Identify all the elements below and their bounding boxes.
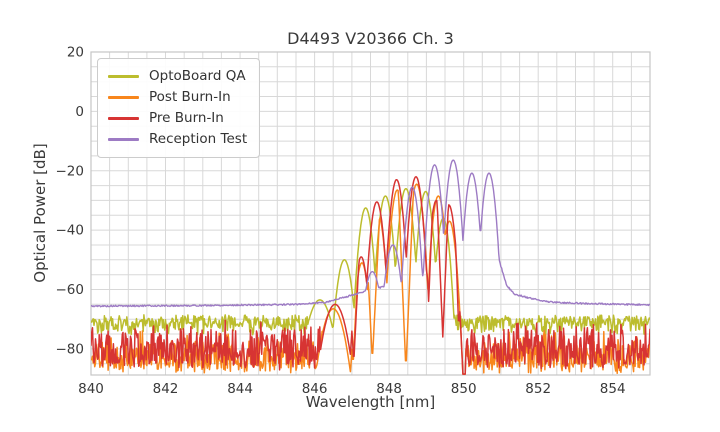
legend-item-optoboard-qa: OptoBoard QA	[108, 66, 247, 87]
legend-label-pre-burn-in: Pre Burn-In	[149, 110, 224, 126]
svg-text:848: 848	[376, 381, 402, 397]
svg-text:844: 844	[227, 381, 253, 397]
legend-line-swatch-optoboard-qa	[108, 75, 139, 78]
legend-label-optoboard-qa: OptoBoard QA	[149, 68, 246, 84]
svg-text:840: 840	[78, 381, 104, 397]
svg-text:−40: −40	[56, 223, 85, 239]
svg-text:20: 20	[67, 45, 84, 61]
svg-text:852: 852	[525, 381, 551, 397]
chart-title: D4493 V20366 Ch. 3	[287, 29, 454, 48]
legend-label-reception-test: Reception Test	[149, 131, 248, 147]
svg-text:0: 0	[75, 104, 84, 120]
trace-pre-burn-in	[91, 175, 650, 375]
legend-item-post-burn-in: Post Burn-In	[108, 87, 247, 108]
svg-text:842: 842	[153, 381, 179, 397]
legend-line-swatch-reception-test	[108, 138, 139, 141]
svg-text:846: 846	[302, 381, 328, 397]
legend-line-swatch-pre-burn-in	[108, 117, 139, 120]
y-axis-label: Optical Power [dB]	[31, 143, 49, 283]
legend: OptoBoard QA Post Burn-In Pre Burn-In Re…	[97, 58, 261, 158]
x-axis-label: Wavelength [nm]	[305, 393, 436, 411]
svg-text:−60: −60	[56, 282, 85, 298]
svg-text:854: 854	[600, 381, 626, 397]
trace-post-burn-in	[91, 183, 650, 375]
legend-label-post-burn-in: Post Burn-In	[149, 89, 231, 105]
svg-text:850: 850	[451, 381, 477, 397]
legend-item-pre-burn-in: Pre Burn-In	[108, 108, 247, 129]
legend-item-reception-test: Reception Test	[108, 129, 247, 150]
svg-text:−80: −80	[56, 341, 85, 357]
legend-line-swatch-post-burn-in	[108, 96, 139, 99]
trace-optoboard-qa	[91, 187, 650, 336]
trace-reception-test	[91, 159, 650, 308]
svg-text:−20: −20	[56, 163, 85, 179]
